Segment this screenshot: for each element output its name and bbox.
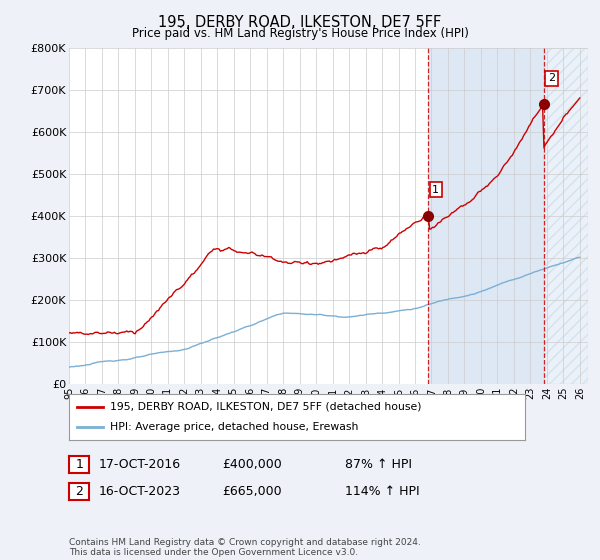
Text: HPI: Average price, detached house, Erewash: HPI: Average price, detached house, Erew… — [110, 422, 358, 432]
Text: £400,000: £400,000 — [222, 458, 282, 472]
Bar — [428, 48, 544, 384]
Text: 17-OCT-2016: 17-OCT-2016 — [99, 458, 181, 472]
Text: 195, DERBY ROAD, ILKESTON, DE7 5FF (detached house): 195, DERBY ROAD, ILKESTON, DE7 5FF (deta… — [110, 402, 422, 412]
Text: Contains HM Land Registry data © Crown copyright and database right 2024.
This d: Contains HM Land Registry data © Crown c… — [69, 538, 421, 557]
Text: 87% ↑ HPI: 87% ↑ HPI — [345, 458, 412, 472]
Text: Price paid vs. HM Land Registry's House Price Index (HPI): Price paid vs. HM Land Registry's House … — [131, 27, 469, 40]
Bar — [544, 48, 588, 384]
Text: 195, DERBY ROAD, ILKESTON, DE7 5FF: 195, DERBY ROAD, ILKESTON, DE7 5FF — [158, 15, 442, 30]
Text: 16-OCT-2023: 16-OCT-2023 — [99, 484, 181, 498]
Text: 1: 1 — [75, 458, 83, 472]
Text: 2: 2 — [75, 484, 83, 498]
Text: 114% ↑ HPI: 114% ↑ HPI — [345, 484, 419, 498]
Text: 1: 1 — [432, 185, 439, 195]
Text: 2: 2 — [548, 73, 555, 83]
Text: £665,000: £665,000 — [222, 484, 281, 498]
